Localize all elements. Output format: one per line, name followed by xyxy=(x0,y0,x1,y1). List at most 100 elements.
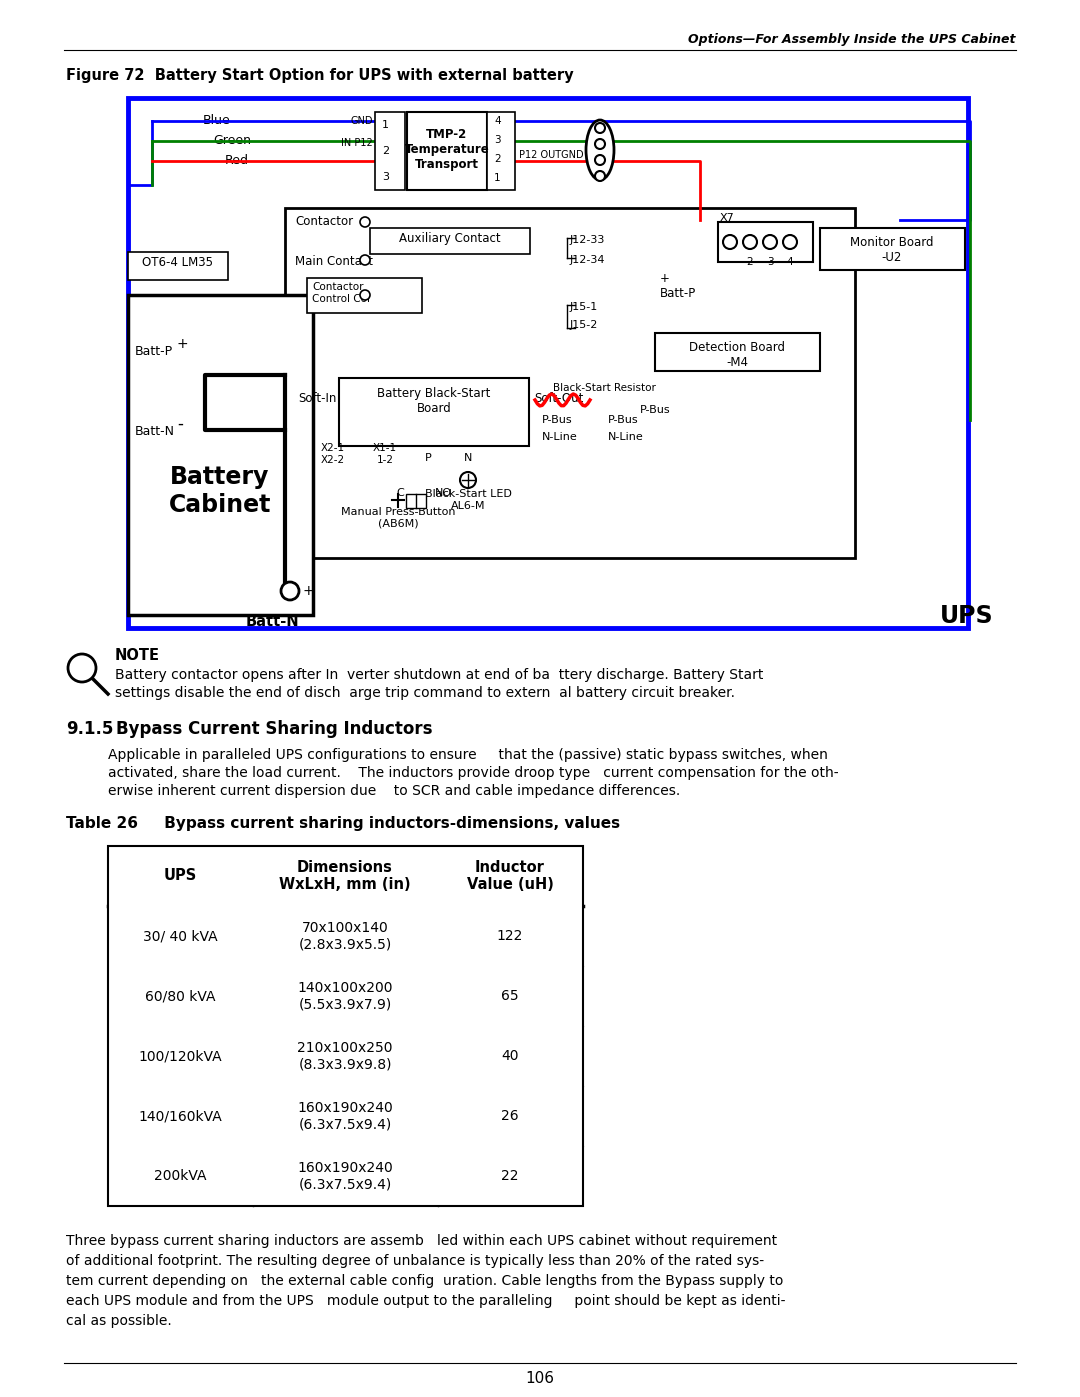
Text: P: P xyxy=(424,453,431,462)
Text: Green: Green xyxy=(213,134,251,148)
Text: P-Bus: P-Bus xyxy=(608,415,638,425)
Circle shape xyxy=(595,170,605,182)
Text: Battery Black-Start
Board: Battery Black-Start Board xyxy=(377,387,490,415)
Circle shape xyxy=(723,235,737,249)
Text: -: - xyxy=(177,415,183,433)
Text: X2-2: X2-2 xyxy=(321,455,346,465)
Text: Applicable in paralleled UPS configurations to ensure     that the (passive) sta: Applicable in paralleled UPS configurati… xyxy=(108,747,828,761)
Text: J12-33: J12-33 xyxy=(570,235,606,244)
Bar xyxy=(370,228,530,254)
Bar xyxy=(406,495,426,509)
Bar xyxy=(339,379,529,446)
Text: OT6-4 LM35: OT6-4 LM35 xyxy=(143,256,214,270)
Text: each UPS module and from the UPS   module output to the paralleling     point sh: each UPS module and from the UPS module … xyxy=(66,1294,785,1308)
Text: 30/ 40 kVA: 30/ 40 kVA xyxy=(143,929,217,943)
Text: Detection Board
-M4: Detection Board -M4 xyxy=(689,341,785,369)
Text: N-Line: N-Line xyxy=(542,432,578,441)
Text: 2: 2 xyxy=(494,154,501,163)
Text: Batt-N: Batt-N xyxy=(246,615,299,629)
Bar xyxy=(108,847,583,1206)
Text: 26: 26 xyxy=(501,1109,518,1123)
Text: activated, share the load current.    The inductors provide droop type   current: activated, share the load current. The i… xyxy=(108,766,839,780)
Text: +: + xyxy=(302,584,313,598)
Text: 160x190x240
(6.3x7.5x9.4): 160x190x240 (6.3x7.5x9.4) xyxy=(297,1161,393,1192)
Ellipse shape xyxy=(586,120,615,180)
Text: Dimensions
WxLxH, mm (in): Dimensions WxLxH, mm (in) xyxy=(280,859,410,893)
Circle shape xyxy=(762,235,777,249)
Text: Black-Start LED: Black-Start LED xyxy=(424,489,512,499)
Text: Red: Red xyxy=(225,155,249,168)
Text: Inductor
Value (uH): Inductor Value (uH) xyxy=(467,859,553,893)
Text: Battery
Cabinet: Battery Cabinet xyxy=(168,465,271,517)
Text: +
Batt-P: + Batt-P xyxy=(660,272,697,300)
Text: 1: 1 xyxy=(494,173,501,183)
Text: Contactor
Control Coi: Contactor Control Coi xyxy=(312,282,370,303)
Bar xyxy=(375,112,405,190)
Text: C: C xyxy=(396,488,404,497)
Bar xyxy=(307,278,422,313)
Text: +: + xyxy=(177,337,189,351)
Text: 210x100x250
(8.3x3.9x9.8): 210x100x250 (8.3x3.9x9.8) xyxy=(297,1041,393,1071)
Circle shape xyxy=(595,123,605,133)
Text: X7: X7 xyxy=(720,212,734,224)
Text: J15-1: J15-1 xyxy=(570,302,598,312)
Bar xyxy=(129,251,228,279)
Text: Monitor Board
-U2: Monitor Board -U2 xyxy=(850,236,934,264)
Text: 4: 4 xyxy=(494,116,501,126)
Text: Auxiliary Contact: Auxiliary Contact xyxy=(400,232,501,244)
Text: Three bypass current sharing inductors are assemb   led within each UPS cabinet : Three bypass current sharing inductors a… xyxy=(66,1234,778,1248)
Bar xyxy=(285,208,855,557)
Text: 3: 3 xyxy=(494,136,501,145)
Bar xyxy=(654,332,820,372)
Text: GND: GND xyxy=(351,116,373,126)
Text: 140/160kVA: 140/160kVA xyxy=(138,1109,221,1123)
Circle shape xyxy=(460,472,476,488)
Circle shape xyxy=(68,654,96,682)
Circle shape xyxy=(360,291,370,300)
Text: 200kVA: 200kVA xyxy=(153,1169,206,1183)
Text: P12 OUTGND: P12 OUTGND xyxy=(519,149,583,161)
Text: 106: 106 xyxy=(526,1370,554,1386)
Circle shape xyxy=(595,138,605,149)
Text: AL6-M: AL6-M xyxy=(450,502,485,511)
Text: Soft-Out: Soft-Out xyxy=(534,393,583,405)
Text: 60/80 kVA: 60/80 kVA xyxy=(145,989,215,1003)
Text: Black-Start Resistor: Black-Start Resistor xyxy=(553,383,656,393)
Text: 65: 65 xyxy=(501,989,518,1003)
Text: Battery contactor opens after In  verter shutdown at end of ba  ttery discharge.: Battery contactor opens after In verter … xyxy=(114,668,764,682)
Bar xyxy=(407,112,487,190)
Text: (AB6M): (AB6M) xyxy=(378,520,418,529)
Text: cal as possible.: cal as possible. xyxy=(66,1315,172,1329)
Bar xyxy=(129,295,313,615)
Text: Batt-P: Batt-P xyxy=(135,345,173,358)
Text: UPS: UPS xyxy=(940,604,994,629)
Text: 70x100x140
(2.8x3.9x5.5): 70x100x140 (2.8x3.9x5.5) xyxy=(298,921,392,951)
Circle shape xyxy=(360,256,370,265)
Text: 22: 22 xyxy=(501,1169,518,1183)
Text: 40: 40 xyxy=(501,1049,518,1063)
Circle shape xyxy=(360,217,370,226)
Text: J12-34: J12-34 xyxy=(570,256,606,265)
Text: NO: NO xyxy=(435,488,453,497)
Text: 2: 2 xyxy=(382,147,389,156)
Text: IN P12: IN P12 xyxy=(341,138,373,148)
Text: 2: 2 xyxy=(746,257,754,267)
Bar xyxy=(820,228,966,270)
Text: UPS: UPS xyxy=(163,869,197,883)
Text: P-Bus: P-Bus xyxy=(542,415,572,425)
Text: Table 26     Bypass current sharing inductors-dimensions, values: Table 26 Bypass current sharing inductor… xyxy=(66,816,620,831)
Text: tem current depending on   the external cable config  uration. Cable lengths fro: tem current depending on the external ca… xyxy=(66,1274,783,1288)
Text: Bypass Current Sharing Inductors: Bypass Current Sharing Inductors xyxy=(116,719,432,738)
Text: Blue: Blue xyxy=(203,115,231,127)
Text: Options—For Assembly Inside the UPS Cabinet: Options—For Assembly Inside the UPS Cabi… xyxy=(689,34,1016,46)
Text: 1: 1 xyxy=(382,120,389,130)
Text: P-Bus: P-Bus xyxy=(640,405,671,415)
Circle shape xyxy=(595,155,605,165)
Text: Manual Press-Button: Manual Press-Button xyxy=(341,507,456,517)
Text: 1-2: 1-2 xyxy=(377,455,393,465)
Text: 3: 3 xyxy=(767,257,773,267)
Text: Contactor: Contactor xyxy=(295,215,353,228)
Text: 4: 4 xyxy=(786,257,794,267)
Text: settings disable the end of disch  arge trip command to extern  al battery circu: settings disable the end of disch arge t… xyxy=(114,686,735,700)
Text: 160x190x240
(6.3x7.5x9.4): 160x190x240 (6.3x7.5x9.4) xyxy=(297,1101,393,1132)
